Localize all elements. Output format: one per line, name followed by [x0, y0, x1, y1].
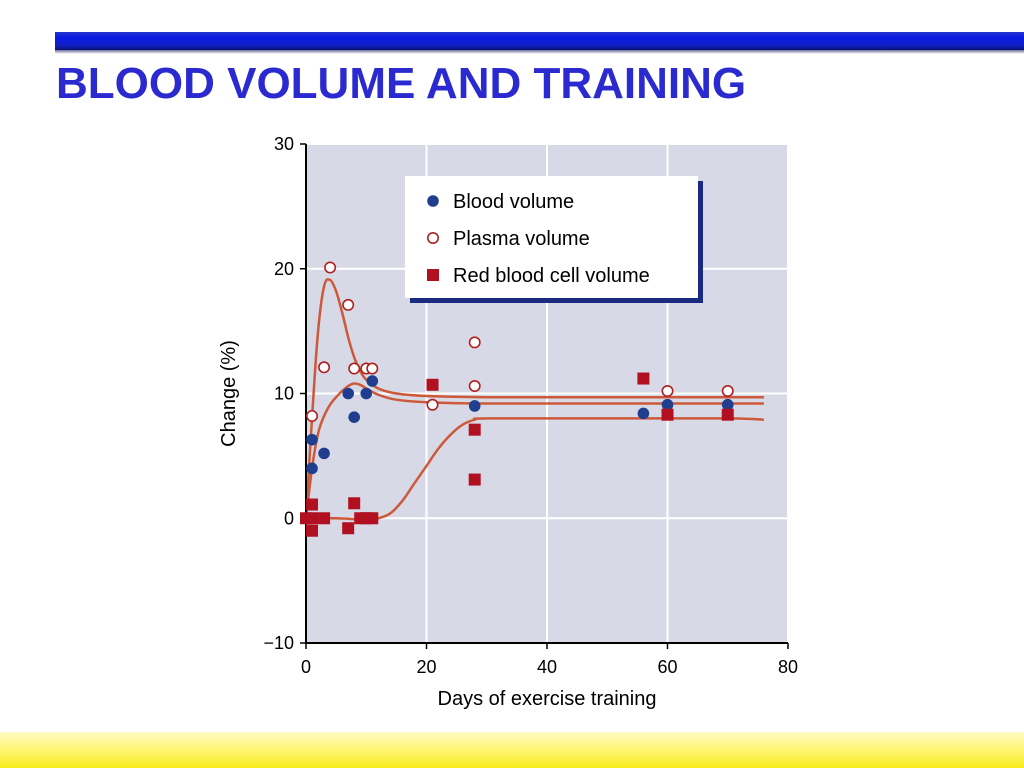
x-tick-label: 20 — [416, 657, 436, 677]
red-blood-cell-volume-point — [306, 498, 319, 511]
trend-curve — [304, 382, 764, 519]
blood-volume-point — [348, 411, 361, 424]
red-blood-cell-volume-point — [661, 408, 674, 421]
y-axis-label: Change (%) — [218, 340, 240, 447]
x-tick-label: 80 — [778, 657, 798, 677]
blood-volume-point — [342, 387, 354, 400]
plasma-volume-point — [318, 361, 331, 374]
red-blood-cell-volume-point — [468, 423, 481, 436]
blood-volume-point — [468, 400, 481, 412]
bottom-accent-band — [0, 732, 1024, 768]
plasma-volume-point — [661, 385, 674, 398]
blood-volume-point — [366, 375, 379, 387]
plasma-volume-point — [468, 380, 481, 393]
title-bar-accent — [55, 32, 1024, 50]
plasma-volume-point — [324, 261, 337, 274]
tick-labels: −10 0 10 20 30 0 20 40 60 80 — [263, 134, 798, 677]
plasma-volume-point — [348, 362, 361, 375]
trend-curve — [304, 278, 764, 519]
red-blood-cell-volume-point — [426, 378, 439, 391]
blood-volume-point — [661, 398, 674, 411]
y-tick-label: 20 — [274, 259, 294, 279]
red-blood-cell-volume-point — [348, 497, 361, 510]
red-blood-cell-volume-point — [468, 473, 481, 486]
x-tick-label: 0 — [301, 657, 311, 677]
slide-title: BLOOD VOLUME AND TRAINING — [56, 59, 747, 108]
legend-marker-plasma-volume — [426, 232, 439, 245]
plasma-volume-point — [306, 409, 319, 422]
legend-box — [405, 176, 698, 298]
y-tick-label: 0 — [284, 508, 294, 528]
legend-marker-red-blood-cell-volume — [427, 269, 439, 281]
y-tick-label: 10 — [274, 384, 294, 404]
legend-label-red-blood-cell-volume: Red blood cell volume — [453, 265, 650, 287]
legend-label-blood-volume: Blood volume — [453, 191, 574, 213]
red-blood-cell-volume-point — [306, 524, 319, 537]
title-bar-shadow — [55, 50, 1024, 54]
red-blood-cell-volume-point — [721, 408, 734, 421]
blood-volume-point — [306, 462, 318, 475]
red-blood-cell-volume-point — [306, 512, 319, 525]
blood-volume-point — [721, 398, 734, 411]
plasma-volume-point — [721, 385, 734, 398]
red-blood-cell-volume-point — [637, 372, 650, 385]
x-tick-label: 60 — [657, 657, 677, 677]
data-points — [300, 261, 734, 537]
blood-volume-point — [318, 447, 330, 460]
plasma-volume-point — [468, 336, 481, 349]
y-tick-label: 30 — [274, 134, 294, 154]
plasma-volume-point — [342, 298, 355, 311]
y-tick-label: −10 — [263, 633, 294, 653]
blood-volume-point — [637, 407, 650, 420]
x-tick-label: 40 — [537, 657, 557, 677]
plasma-volume-point — [366, 362, 379, 375]
legend-marker-blood-volume — [427, 195, 439, 207]
plasma-volume-point — [426, 398, 439, 411]
red-blood-cell-volume-point — [318, 512, 331, 525]
legend: Blood volume Plasma volume Red blood cell … — [405, 176, 703, 303]
legend-label-plasma-volume: Plasma volume — [453, 228, 590, 250]
blood-volume-point — [360, 387, 373, 400]
red-blood-cell-volume-point — [366, 512, 379, 525]
red-blood-cell-volume-point — [342, 522, 355, 535]
x-axis-label: Days of exercise training — [438, 688, 657, 710]
blood-volume-point — [306, 433, 318, 446]
